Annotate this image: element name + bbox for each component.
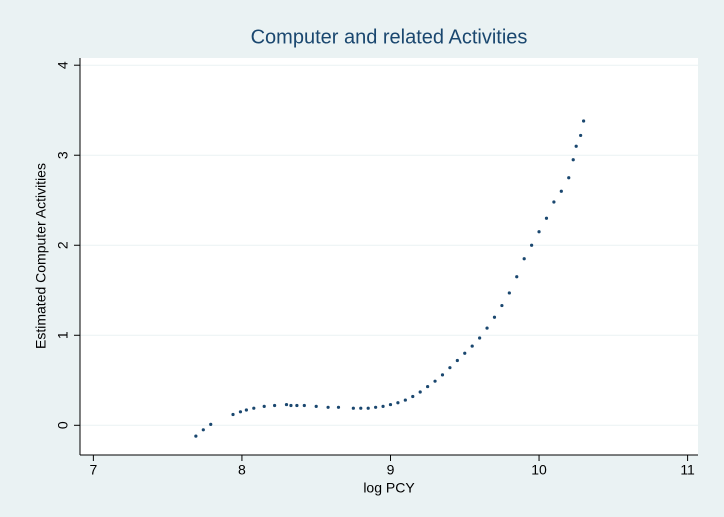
point — [455, 358, 459, 363]
point — [403, 398, 407, 402]
point — [396, 401, 400, 405]
plot-area — [80, 58, 698, 455]
point — [418, 390, 422, 394]
point — [582, 119, 586, 123]
y-tick-label: 1 — [55, 331, 71, 339]
x-tick-label: 11 — [680, 462, 695, 478]
point — [366, 406, 370, 410]
point — [579, 133, 583, 138]
point — [537, 230, 541, 234]
point — [336, 405, 341, 409]
point — [238, 410, 243, 414]
point — [507, 291, 511, 295]
x-tick-label: 10 — [531, 462, 547, 478]
point — [289, 403, 293, 408]
point — [544, 216, 549, 220]
y-tick-label: 3 — [55, 151, 71, 159]
y-tick-label: 4 — [55, 61, 71, 69]
point — [201, 428, 205, 432]
x-axis-title: log PCY — [363, 480, 415, 496]
point — [209, 422, 213, 426]
point — [302, 403, 306, 408]
point — [374, 405, 378, 409]
y-tick-label: 2 — [55, 241, 71, 249]
point — [426, 384, 430, 389]
point — [470, 344, 474, 348]
point — [559, 189, 563, 193]
point — [433, 379, 437, 383]
point — [571, 158, 575, 162]
point — [326, 405, 330, 409]
point — [388, 402, 393, 407]
point — [381, 404, 385, 408]
y-tick-label: 0 — [55, 421, 71, 429]
x-tick-label: 7 — [89, 462, 97, 478]
point — [244, 408, 248, 412]
point — [515, 275, 519, 279]
point — [522, 257, 526, 261]
point — [485, 326, 489, 330]
point — [252, 406, 256, 410]
point — [448, 366, 452, 370]
point — [500, 303, 504, 308]
point — [478, 336, 482, 340]
point — [351, 406, 355, 410]
point — [194, 434, 198, 438]
chart-title: Computer and related Activities — [251, 26, 528, 48]
point — [314, 404, 318, 408]
x-tick-label: 9 — [387, 462, 395, 478]
x-tick-label: 8 — [238, 462, 246, 478]
point — [284, 402, 289, 407]
point — [440, 373, 445, 377]
point — [262, 404, 266, 408]
point — [295, 403, 299, 408]
point — [574, 144, 578, 148]
point — [530, 243, 534, 247]
point — [273, 403, 277, 408]
point — [411, 394, 415, 399]
point — [492, 315, 497, 319]
y-axis-title: Estimated Computer Activities — [33, 163, 49, 349]
point — [567, 176, 571, 180]
point — [231, 412, 235, 417]
point — [463, 351, 467, 355]
point — [552, 200, 556, 204]
point — [359, 406, 363, 410]
